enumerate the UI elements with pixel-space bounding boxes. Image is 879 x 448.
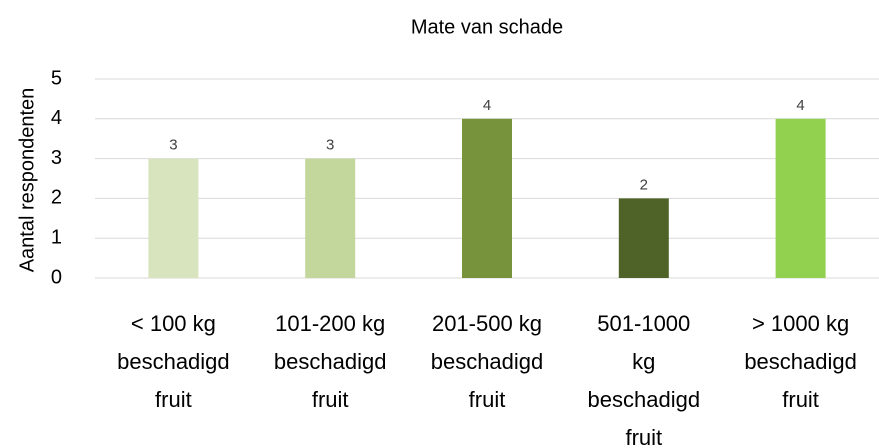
- y-axis-label: Aantal respondenten: [16, 88, 38, 273]
- value-label: 3: [169, 137, 177, 154]
- bar: [305, 158, 356, 278]
- y-tick-label: 4: [51, 107, 62, 129]
- y-tick-label: 0: [51, 266, 62, 288]
- value-label: 3: [326, 137, 334, 154]
- chart-title: Mate van schade: [411, 16, 563, 38]
- y-tick-label: 1: [51, 226, 62, 248]
- x-tick-label: 101-200 kg beschadigd fruit: [273, 311, 387, 412]
- bar: [775, 118, 826, 278]
- x-tick-label: 501-1000 kg beschadigd fruit: [587, 311, 701, 448]
- y-tick-label: 2: [51, 187, 62, 209]
- x-tick-label: 201-500 kg beschadigd fruit: [430, 311, 544, 412]
- value-label: 2: [640, 176, 648, 193]
- y-tick-label: 5: [51, 67, 62, 89]
- bar: [462, 118, 512, 278]
- x-tick-label: > 1000 kg beschadigd fruit: [744, 311, 857, 412]
- bar: [618, 198, 669, 278]
- value-label: 4: [796, 97, 804, 114]
- x-tick-label: < 100 kg beschadigd fruit: [117, 311, 230, 412]
- value-label: 4: [483, 97, 491, 114]
- y-tick-label: 3: [51, 147, 62, 169]
- bar: [148, 158, 199, 278]
